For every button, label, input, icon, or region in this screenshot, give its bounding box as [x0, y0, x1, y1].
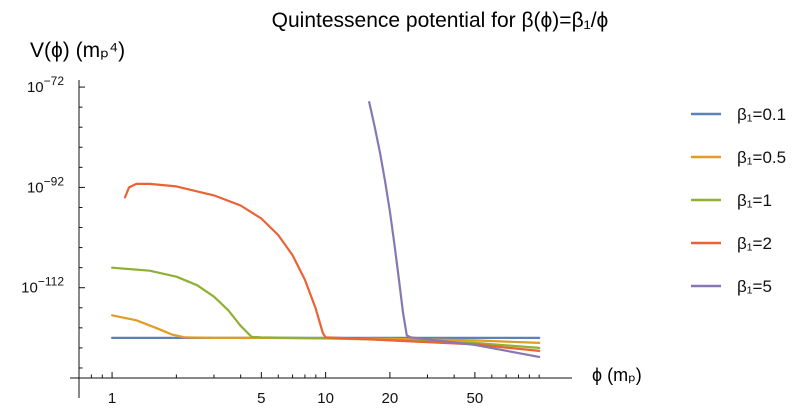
- axes: 1 5 10 20 50 10−72 10−92 10−112: [21, 74, 572, 407]
- legend: β₁=0.1 β₁=0.5 β₁=1 β₁=2 β₁=5: [691, 105, 786, 296]
- x-tick-label: 1: [108, 390, 116, 407]
- y-tick-label: 10−92: [27, 174, 64, 196]
- y-tick-label: 10−112: [21, 275, 64, 297]
- chart-title: Quintessence potential for β(ϕ)=β₁/ϕ: [272, 9, 609, 32]
- x-axis-label: ϕ (mₚ): [592, 365, 642, 385]
- y-tick-label: 10−72: [27, 74, 64, 96]
- legend-entry: β₁=0.5: [737, 148, 786, 167]
- legend-entry: β₁=0.1: [737, 105, 786, 124]
- y-axis-label: V(ϕ) (mₚ⁴): [30, 39, 125, 62]
- legend-entry: β₁=5: [737, 277, 772, 296]
- x-tick-label: 20: [382, 390, 399, 407]
- legend-entry: β₁=1: [737, 191, 772, 210]
- series-line-4: [123, 182, 541, 352]
- legend-entry: β₁=2: [737, 234, 772, 253]
- x-tick-label: 5: [257, 390, 265, 407]
- x-tick-label: 10: [317, 390, 334, 407]
- plot-area: [110, 100, 541, 358]
- x-tick-label: 50: [467, 390, 484, 407]
- series-line-5: [368, 100, 541, 358]
